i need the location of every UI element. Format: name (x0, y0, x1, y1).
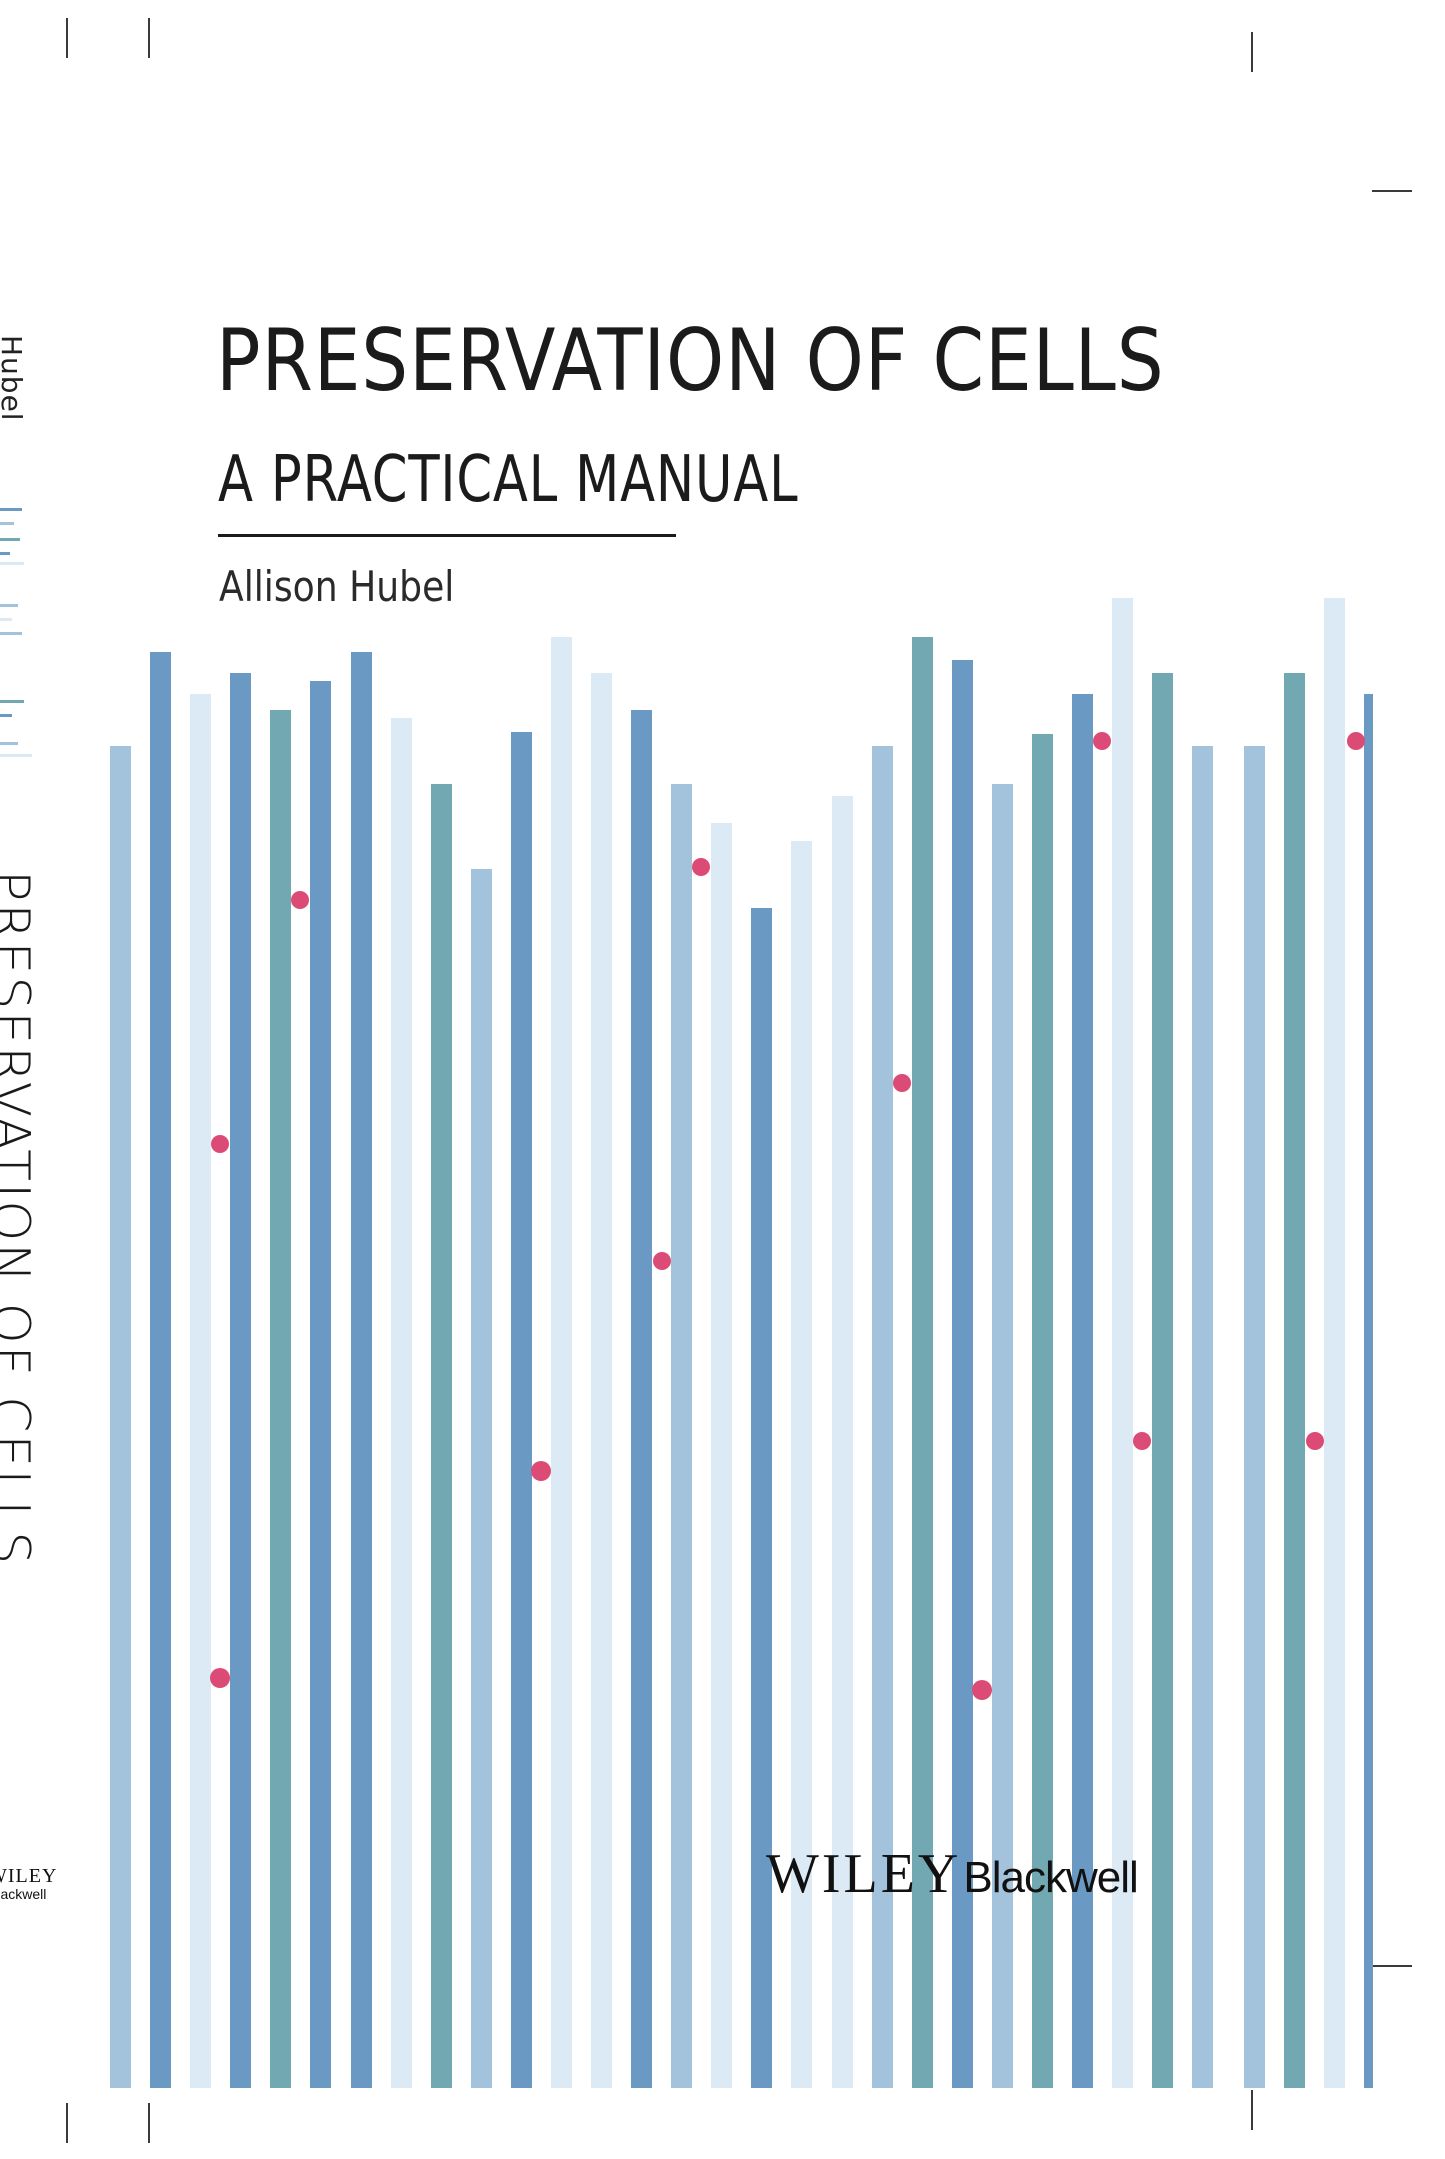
decorative-dot (893, 1074, 911, 1092)
spine-bar (0, 508, 22, 511)
crop-mark-bottom-left-inner (148, 2103, 150, 2143)
decorative-dot (1133, 1432, 1151, 1450)
decorative-bar (150, 652, 171, 2088)
decorative-bar (1112, 598, 1133, 2088)
subtitle-underline (218, 534, 676, 537)
crop-mark-right-lower (1372, 1965, 1412, 1967)
decorative-bar (671, 784, 692, 2088)
decorative-bar (270, 710, 291, 2088)
decorative-dot (1093, 732, 1111, 750)
decorative-bar (872, 746, 893, 2088)
decorative-bar (992, 784, 1013, 2088)
publisher-blackwell: Blackwell (963, 1853, 1138, 1902)
crop-mark-bottom-right (1251, 2090, 1253, 2130)
decorative-bar (471, 869, 492, 2088)
decorative-bar (631, 710, 652, 2088)
decorative-bar (551, 637, 572, 2088)
spine-bar (0, 700, 24, 703)
decorative-bar (190, 694, 211, 2088)
decorative-bar (912, 637, 933, 2088)
decorative-bar (832, 796, 853, 2088)
decorative-bar (791, 841, 812, 2088)
decorative-bar (351, 652, 372, 2088)
decorative-dot (210, 1668, 230, 1688)
book-subtitle: A PRACTICAL MANUAL (218, 443, 799, 517)
spine-logo-blackwell: Blackwell (0, 1886, 47, 1902)
decorative-bar (1324, 598, 1345, 2088)
spine-bar (0, 714, 12, 717)
publisher-logo: WILEYBlackwell (766, 1843, 1139, 1905)
book-title: PRESERVATION OF CELLS (216, 311, 1165, 411)
decorative-bar (1032, 734, 1053, 2088)
decorative-bar (1244, 746, 1265, 2088)
spine-logo-wiley: WILEY (0, 1865, 58, 1887)
decorative-dot (211, 1135, 229, 1153)
decorative-bar (310, 681, 331, 2088)
spine-bar (0, 618, 12, 621)
spine-bar (0, 632, 22, 635)
decorative-bar (1284, 673, 1305, 2088)
spine-publisher-logo: WILEY Blackwell (0, 1865, 58, 1902)
decorative-dot (291, 891, 309, 909)
decorative-bar (230, 673, 251, 2088)
spine-bar (0, 522, 14, 525)
decorative-bar (1192, 746, 1213, 2088)
decorative-bar (391, 718, 412, 2088)
decorative-dot (1306, 1432, 1324, 1450)
decorative-dot (972, 1680, 992, 1700)
decorative-bar (431, 784, 452, 2088)
spine-bar (0, 742, 18, 745)
decorative-bar (1364, 694, 1373, 2088)
decorative-bar (1152, 673, 1173, 2088)
crop-mark-top-left-inner (148, 18, 150, 58)
decorative-bar (110, 746, 131, 2088)
decorative-bar (751, 908, 772, 2088)
decorative-dot (1347, 732, 1365, 750)
spine-bar (0, 552, 10, 555)
crop-mark-top-left (66, 18, 68, 58)
decorative-bar (1072, 694, 1093, 2088)
decorative-dot (531, 1461, 551, 1481)
decorative-bar (711, 823, 732, 2088)
publisher-wiley: WILEY (766, 1843, 962, 1905)
book-author: Allison Hubel (219, 562, 455, 611)
decorative-dot (653, 1252, 671, 1270)
spine-bar (0, 562, 24, 565)
decorative-dot (692, 858, 710, 876)
decorative-bar (952, 660, 973, 2088)
crop-mark-top-right (1251, 32, 1253, 72)
crop-mark-right-upper (1372, 190, 1412, 192)
spine-bar (0, 754, 32, 757)
decorative-bar (511, 732, 532, 2088)
spine-bar (0, 538, 20, 541)
crop-mark-bottom-left (66, 2103, 68, 2143)
decorative-bar (591, 673, 612, 2088)
spine-bar (0, 604, 18, 607)
